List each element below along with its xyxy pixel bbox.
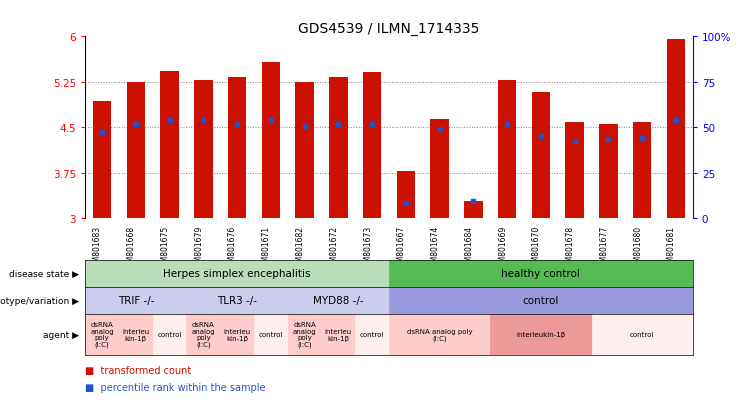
- Bar: [153, 314, 187, 355]
- Bar: [288, 287, 389, 314]
- Bar: [227, 78, 247, 219]
- Bar: [431, 120, 449, 219]
- Bar: [667, 40, 685, 219]
- Bar: [262, 63, 280, 219]
- Text: disease state ▶: disease state ▶: [9, 269, 79, 278]
- Text: dsRNA
analog
poly
(I:C): dsRNA analog poly (I:C): [293, 322, 316, 347]
- Bar: [565, 123, 584, 219]
- Bar: [396, 172, 415, 219]
- Text: Herpes simplex encephalitis: Herpes simplex encephalitis: [163, 268, 311, 279]
- Bar: [464, 202, 482, 219]
- Text: agent ▶: agent ▶: [43, 330, 79, 339]
- Text: ■  percentile rank within the sample: ■ percentile rank within the sample: [85, 382, 266, 392]
- Bar: [220, 314, 254, 355]
- Text: TLR3 -/-: TLR3 -/-: [217, 295, 257, 306]
- Text: dsRNA
analog
poly
(I:C): dsRNA analog poly (I:C): [90, 322, 114, 347]
- Bar: [389, 314, 491, 355]
- Bar: [254, 314, 288, 355]
- Bar: [119, 314, 153, 355]
- Text: dsRNA analog poly
(I:C): dsRNA analog poly (I:C): [407, 328, 473, 341]
- Bar: [355, 314, 389, 355]
- Bar: [491, 314, 591, 355]
- Text: interleu
kin-1β: interleu kin-1β: [325, 328, 352, 341]
- Text: control: control: [360, 332, 385, 337]
- Bar: [329, 78, 348, 219]
- Text: ■  transformed count: ■ transformed count: [85, 366, 191, 375]
- Bar: [591, 314, 693, 355]
- Text: MYD88 -/-: MYD88 -/-: [313, 295, 364, 306]
- Bar: [633, 123, 651, 219]
- Text: interleu
kin-1β: interleu kin-1β: [122, 328, 150, 341]
- Bar: [160, 72, 179, 219]
- Text: control: control: [630, 332, 654, 337]
- Text: control: control: [259, 332, 283, 337]
- Bar: [363, 73, 382, 219]
- Bar: [85, 260, 389, 287]
- Bar: [85, 287, 187, 314]
- Text: control: control: [522, 295, 559, 306]
- Bar: [194, 81, 213, 219]
- Bar: [322, 314, 355, 355]
- Text: genotype/variation ▶: genotype/variation ▶: [0, 296, 79, 305]
- Bar: [389, 260, 693, 287]
- Bar: [296, 83, 314, 219]
- Bar: [127, 83, 145, 219]
- Bar: [498, 81, 516, 219]
- Bar: [531, 93, 551, 219]
- Bar: [187, 314, 220, 355]
- Bar: [187, 287, 288, 314]
- Title: GDS4539 / ILMN_1714335: GDS4539 / ILMN_1714335: [299, 22, 479, 36]
- Bar: [288, 314, 322, 355]
- Text: interleu
kin-1β: interleu kin-1β: [224, 328, 250, 341]
- Text: dsRNA
analog
poly
(I:C): dsRNA analog poly (I:C): [192, 322, 215, 347]
- Bar: [85, 314, 119, 355]
- Text: healthy control: healthy control: [502, 268, 580, 279]
- Bar: [389, 287, 693, 314]
- Bar: [599, 125, 618, 219]
- Text: interleukin-1β: interleukin-1β: [516, 332, 565, 337]
- Bar: [93, 102, 111, 219]
- Text: control: control: [157, 332, 182, 337]
- Text: TRIF -/-: TRIF -/-: [118, 295, 154, 306]
